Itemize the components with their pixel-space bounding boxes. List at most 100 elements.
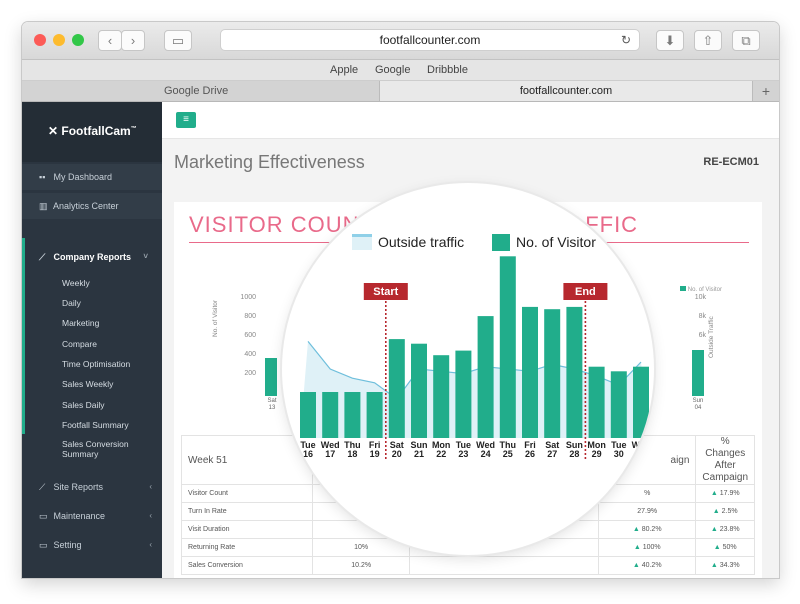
sidebar-item-analytics-center[interactable]: ▥ Analytics Center [22,193,162,219]
monitor-icon: ▭ [39,540,48,550]
browser-toolbar: ‹ › ▭ footfallcounter.com ↻ ⬇ ⇧ ⧉ [22,22,779,60]
submenu-sales-weekly[interactable]: Sales Weekly [62,379,114,389]
x-tick-day: Fri [524,440,536,450]
url-bar[interactable]: footfallcounter.com ↻ [220,29,640,51]
x-tick-date: 23 [458,449,468,459]
back-button[interactable]: ‹ [98,30,122,51]
submenu-sales-daily[interactable]: Sales Daily [62,400,105,410]
tabs-overview-icon[interactable]: ⧉ [732,30,760,51]
share-icon[interactable]: ⇧ [694,30,722,51]
background-bar [265,358,277,396]
table-row: Sales Conversion 10.2% ▲ 40.2% ▲ 34.3% [181,556,755,575]
sidebar-toggle-icon[interactable]: ▭ [164,30,192,51]
sidebar-item-company-reports[interactable]: ⟋ Company Reports ˅ [22,244,162,270]
visitor-bar [433,355,450,438]
footfallcam-logo-icon: ✕ [48,124,62,138]
row-col4: ▲ 40.2% [597,556,697,575]
row-col5: ▲ 50% [695,538,755,557]
sidebar-item-site-reports[interactable]: ⟋ Site Reports ‹ [22,474,162,500]
legend-swatch [679,286,686,291]
row-col2: 10.2% [311,556,411,575]
header-col5: % Changes After Campaign [695,435,755,485]
download-icon[interactable]: ⬇ [656,30,684,51]
x-tick-day: Sun [692,398,704,404]
bookmarks-bar: Apple Google Dribbble [22,60,779,81]
campaign-end-tag [563,283,608,300]
sidebar-item-my-dashboard[interactable]: ▪▪ My Dashboard [22,164,162,190]
reload-icon[interactable]: ↻ [620,33,631,47]
sidebar: ✕ FootfallCam™ ▪▪ My Dashboard ▥ Analyti… [22,102,162,578]
up-arrow-icon: ▲ [712,508,722,515]
x-tick-day: Tue [300,440,315,450]
visitor-bar [411,343,427,438]
minimize-window-button[interactable] [53,34,65,46]
brand-trademark: ™ [130,126,137,132]
hamburger-menu-button[interactable]: ≡ [176,112,196,128]
line-chart-icon: ⟋ [39,482,46,492]
bookmark-google[interactable]: Google [375,64,411,76]
x-tick-date: 16 [303,449,313,459]
x-tick-date: 17 [325,449,335,459]
tab-footfallcounter[interactable]: footfallcounter.com [380,81,752,101]
up-arrow-icon: ▲ [632,562,642,569]
x-tick-day: Fri [369,440,381,450]
row-col5: ▲ 17.9% [695,484,755,503]
submenu-marketing[interactable]: Marketing [62,318,100,328]
x-tick-day: Sun [411,440,428,450]
tab-google-drive[interactable]: Google Drive [22,81,380,101]
x-tick-day: Wed [476,440,495,450]
new-tab-button[interactable]: + [752,81,779,101]
forward-button[interactable]: › [121,30,145,51]
close-window-button[interactable] [34,34,46,46]
row-col5-text: 2.5% [721,508,738,515]
x-tick-date: 18 [347,449,357,459]
background-bar [692,350,704,396]
legend-label: No. of Visitor [687,287,722,293]
chevron-down-icon: ˅ [143,252,148,261]
x-tick-day: Thu [500,440,517,450]
row-col5-text: 50% [722,544,737,551]
x-tick-date: 29 [592,449,602,459]
page-title: Marketing Effectiveness [174,152,365,172]
chart-magnifier: Tue 16 Wed 17 Thu 18 Fri 19 Sat 20 Sun 21 Mon 22 Tue 23… [282,183,654,555]
bookmark-apple[interactable]: Apple [330,64,359,76]
submenu-compare[interactable]: Compare [62,339,97,349]
submenu-weekly[interactable]: Weekly [62,278,90,288]
legend-label-visitors: No. of Visitor [516,234,596,250]
sidebar-item-label: Site Reports [53,482,104,492]
visitor-bar [477,316,494,438]
brand-name: FootfallCam [61,124,131,138]
x-tick-date: 31 [636,449,646,459]
x-tick-day: Thu [344,440,361,450]
sidebar-item-label: Company Reports [53,252,132,262]
sidebar-item-setting[interactable]: ▭ Setting ‹ [22,532,162,558]
x-tick-date: 19 [370,449,380,459]
chevron-left-icon: ‹ [149,482,152,491]
submenu-daily[interactable]: Daily [62,298,81,308]
magnified-chart: Tue16Wed17Thu18Fri19Sat20Sun21Mon22Tue23… [300,234,651,460]
y-tick: 400 [244,351,256,358]
submenu-time-optimisation[interactable]: Time Optimisation [62,359,131,369]
brand-logo[interactable]: ✕ FootfallCam™ [22,102,162,162]
grid-icon: ▪▪ [39,172,46,182]
up-arrow-icon: ▲ [710,490,720,497]
background-legend: No. of Visitor [679,286,722,293]
x-tick-day: Wed [632,440,651,450]
y2-axis-label: Outside Traffic [708,316,715,358]
submenu-sales-conversion-summary[interactable]: Sales Conversion Summary [62,439,129,459]
tab-label: footfallcounter.com [519,85,613,97]
zoom-window-button[interactable] [72,34,84,46]
legend-swatch-outside-traffic-line [352,234,372,237]
x-tick-day: Sat [267,398,277,404]
row-col5-text: 23.8% [719,526,740,533]
x-tick-day: Sat [545,440,559,450]
visitor-bar [388,339,405,438]
row-col4-text: 27.9% [637,508,658,515]
sidebar-item-maintenance[interactable]: ▭ Maintenance ‹ [22,503,162,529]
bookmark-dribbble[interactable]: Dribbble [427,64,468,76]
visitor-bar [499,256,516,438]
row-col5: ▲ 34.3% [695,556,755,575]
submenu-footfall-summary[interactable]: Footfall Summary [62,420,129,430]
row-col5-text: 17.9% [719,490,740,497]
row-col5: ▲ 2.5% [695,502,755,521]
